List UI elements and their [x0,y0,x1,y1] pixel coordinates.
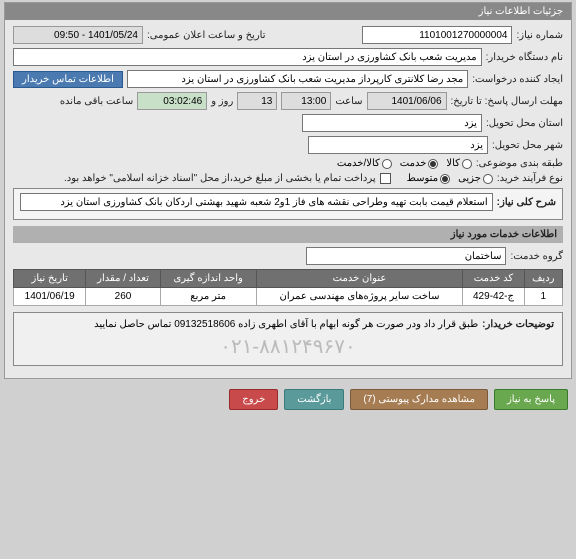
attachments-button[interactable]: مشاهده مدارک پیوستی (7) [350,389,488,410]
table-row: 1 ج-42-429 ساخت سایر پروژه‌های مهندسی عم… [14,288,563,306]
cell-date: 1401/06/19 [14,288,86,306]
radio-medium-label: متوسط [407,173,438,184]
buyer-notes-label: توضیحات خریدار: [482,319,554,330]
description-box: شرح کلی نیاز: استعلام قیمت بابت تهیه وطر… [13,188,563,220]
col-date: تاریخ نیاز [14,270,86,288]
radio-goods[interactable]: کالا [446,158,472,169]
contact-buyer-button[interactable]: اطلاعات تماس خریدار [13,71,123,88]
process-label: نوع فرآیند خرید: [497,173,563,184]
remain-time-field: 03:02:46 [137,92,207,110]
col-row: ردیف [524,270,562,288]
cell-row: 1 [524,288,562,306]
subject-type-label: طبقه بندی موضوعی: [476,158,563,169]
radio-minor[interactable]: جزیی [458,173,493,184]
col-title: عنوان خدمت [256,270,463,288]
deadline-time-field: 13:00 [281,92,331,110]
group-label: گروه خدمت: [510,251,563,262]
need-no-label: شماره نیاز: [516,30,563,41]
col-code: کد خدمت [463,270,524,288]
radio-minor-label: جزیی [458,173,481,184]
desc-label: شرح کلی نیاز: [497,197,556,208]
cell-unit: متر مربع [160,288,256,306]
remain-label: ساعت باقی مانده [60,96,133,107]
deliver-city-field: یزد [308,136,488,154]
deadline-label: مهلت ارسال پاسخ: تا تاریخ: [451,96,563,107]
footer-phone: ۰۲۱-۸۸۱۲۴۹۶۷۰ [22,334,554,359]
radio-service[interactable]: خدمت [400,158,439,169]
announce-label: تاریخ و ساعت اعلان عمومی: [147,30,266,41]
process-radios: جزیی متوسط [407,173,493,184]
days-field: 13 [237,92,277,110]
cell-title: ساخت سایر پروژه‌های مهندسی عمران [256,288,463,306]
back-button[interactable]: بازگشت [284,389,344,410]
radio-medium[interactable]: متوسط [407,173,450,184]
exit-button[interactable]: خروج [229,389,278,410]
creator-field: مجد رضا کلانتری کارپرداز مدیریت شعب بانک… [127,70,468,88]
deliver-city-label: شهر محل تحویل: [492,140,563,151]
radio-service-label: خدمت [400,158,427,169]
services-section-title: اطلاعات خدمات مورد نیاز [13,226,563,243]
buyer-notes-value: طبق قرار داد ودر صورت هر گونه ابهام با آ… [22,319,478,330]
time-label-1: ساعت [335,96,362,107]
radio-goods-service-label: کالا/خدمت [337,158,380,169]
buyer-label: نام دستگاه خریدار: [486,52,563,63]
footer-buttons: پاسخ به نیاز مشاهده مدارک پیوستی (7) باز… [0,381,576,418]
creator-label: ایجاد کننده درخواست: [472,74,563,85]
days-label: روز و [211,96,233,107]
group-field: ساختمان [306,247,506,265]
deadline-date-field: 1401/06/06 [367,92,447,110]
radio-goods-label: کالا [446,158,460,169]
pay-checkbox[interactable] [380,173,391,184]
subject-type-radios: کالا خدمت کالا/خدمت [337,158,472,169]
cell-code: ج-42-429 [463,288,524,306]
pay-note-wrap: پرداخت تمام یا بخشی از مبلغ خرید،از محل … [64,173,391,184]
buyer-notes-box: توضیحات خریدار: طبق قرار داد ودر صورت هر… [13,312,563,366]
pay-note: پرداخت تمام یا بخشی از مبلغ خرید،از محل … [64,173,376,184]
deliver-province-label: استان محل تحویل: [486,118,563,129]
col-qty: تعداد / مقدار [86,270,160,288]
panel-title: جزئیات اطلاعات نیاز [5,3,571,20]
table-header-row: ردیف کد خدمت عنوان خدمت واحد اندازه گیری… [14,270,563,288]
desc-field: استعلام قیمت بابت تهیه وطراحی نقشه های ف… [20,193,493,211]
form-area: شماره نیاز: 1101001270000004 تاریخ و ساع… [5,20,571,378]
need-no-field: 1101001270000004 [362,26,512,44]
deliver-province-field: یزد [302,114,482,132]
cell-qty: 260 [86,288,160,306]
buyer-field: مدیریت شعب بانک کشاورزی در استان یزد [13,48,482,66]
services-table: ردیف کد خدمت عنوان خدمت واحد اندازه گیری… [13,269,563,306]
announce-field: 1401/05/24 - 09:50 [13,26,143,44]
col-unit: واحد اندازه گیری [160,270,256,288]
reply-button[interactable]: پاسخ به نیاز [494,389,568,410]
need-details-panel: جزئیات اطلاعات نیاز شماره نیاز: 11010012… [4,2,572,379]
radio-goods-service[interactable]: کالا/خدمت [337,158,392,169]
